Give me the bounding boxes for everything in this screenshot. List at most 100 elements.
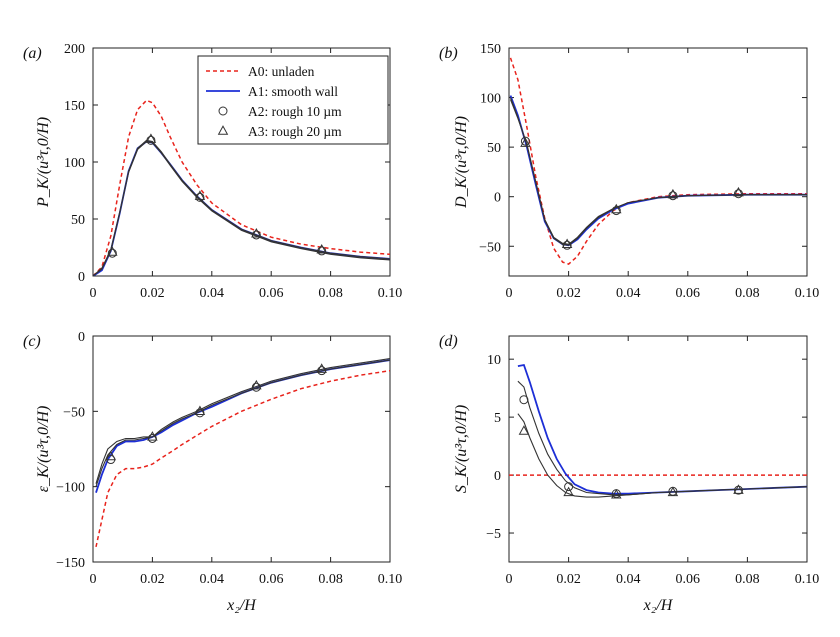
marker-triangle (520, 137, 531, 147)
y-tick-label: 50 (487, 141, 501, 156)
y-tick-label: 0 (78, 270, 85, 285)
marker-triangle (194, 405, 206, 416)
x-tick-label: 0.02 (140, 286, 165, 301)
panel-b: 0 0.02 0.04 0.06 0.08 0.10 −50 0 50 100 150 (b) D_K/… (439, 42, 819, 301)
y-tick-label: 150 (480, 42, 501, 57)
x-tick-label: 0 (506, 286, 513, 301)
y-tick-label: 50 (71, 213, 85, 228)
series-group (509, 363, 807, 498)
panel-label: (c) (23, 333, 41, 350)
legend-label-a1: A1: smooth wall (248, 84, 338, 99)
panel-label: (b) (439, 45, 458, 62)
y-tick-label: −100 (56, 481, 85, 496)
legend-label-a3: A3: rough 20 µm (248, 124, 342, 139)
series-a2-line (93, 140, 390, 276)
x-tick-label: 0 (90, 572, 97, 587)
series-group (95, 358, 390, 548)
marker-circle (519, 395, 529, 405)
y-tick-label: 5 (494, 411, 501, 426)
marker-triangle (145, 133, 157, 143)
y-axis-label: D_K/(u³τ,0/H) (453, 116, 470, 209)
x-tick-label: 0 (506, 572, 513, 587)
legend-label-a0: A0: unladen (248, 64, 315, 79)
marker-circle (520, 136, 530, 146)
x-tick-label: 0.10 (795, 572, 820, 587)
x-tick-label: 0.06 (676, 572, 701, 587)
y-tick-label: 0 (494, 469, 501, 484)
marker-triangle (105, 450, 117, 461)
series-a3-line (95, 358, 390, 484)
marker-triangle (733, 484, 744, 494)
marker-circle (733, 189, 743, 199)
y-tick-label: 150 (64, 99, 85, 114)
series-group (93, 99, 390, 276)
series-a3-line (93, 139, 390, 276)
x-tick-label: 0.04 (616, 572, 641, 587)
marker-triangle (251, 227, 262, 238)
x-tick-label: 0.02 (556, 572, 581, 587)
y-axis-label: ε_K/(u³τ,0/H) (35, 406, 52, 493)
marker-triangle (561, 238, 573, 248)
x-tick-label: 0.08 (318, 286, 343, 301)
marker-circle (668, 191, 678, 201)
legend-swatch-a3 (217, 125, 229, 135)
series-a0-line (509, 57, 807, 265)
y-tick-label: −50 (63, 405, 85, 420)
x-tick-label: 0.04 (616, 286, 641, 301)
series-a1-line (517, 363, 807, 495)
x-tick-label: 0.02 (140, 572, 165, 587)
x-tick-label: 0.08 (735, 286, 760, 301)
legend: A0: unladen A1: smooth wall A2: rough 10 µ… (197, 55, 389, 145)
marker-triangle (518, 425, 530, 435)
marker-circle (107, 248, 117, 258)
x-axis-label: x₂/H (226, 597, 257, 614)
x-tick-label: 0.04 (200, 286, 225, 301)
x-tick-label: 0.10 (378, 572, 403, 587)
y-tick-label: 200 (64, 42, 85, 57)
panel-label: (d) (439, 333, 458, 350)
marker-circle (564, 482, 574, 492)
x-axis-label: x₂/H (643, 597, 674, 614)
series-a0-line (93, 99, 390, 276)
marker-triangle (107, 246, 118, 256)
marker-triangle (563, 486, 574, 497)
panel-d: 0 0.02 0.04 0.06 0.08 0.10 −5 0 5 10 (d) S_K/(u³τ,0… (439, 333, 819, 614)
marker-circle (562, 240, 572, 250)
series-a1-line (509, 95, 807, 247)
x-tick-label: 0.06 (259, 572, 284, 587)
marker-triangle (251, 379, 262, 390)
y-tick-label: −5 (486, 527, 501, 542)
x-tick-label: 0.02 (556, 286, 581, 301)
y-tick-label: 0 (78, 330, 85, 345)
marker-triangle (733, 186, 744, 197)
marker-triangle (147, 431, 158, 441)
marker-circle (146, 135, 156, 145)
marker-circle (317, 246, 327, 256)
marker-circle (251, 230, 261, 240)
marker-triangle (316, 363, 327, 373)
panel-a: 0 0.02 0.04 0.06 0.08 0.10 0 50 100 150 200 (a) P_K/… (23, 42, 402, 301)
marker-triangle (194, 190, 206, 200)
series-a0-line (95, 369, 390, 548)
marker-triangle (611, 203, 622, 214)
marker-circle (195, 192, 205, 202)
x-tick-label: 0.06 (676, 286, 701, 301)
series-a2-line (95, 359, 390, 487)
marker-triangle (611, 488, 622, 499)
series-a1-line (95, 359, 390, 493)
x-tick-label: 0 (90, 286, 97, 301)
legend-swatch-a2 (218, 106, 228, 116)
axes-frame (508, 47, 808, 277)
x-tick-label: 0.10 (795, 286, 820, 301)
y-axis-label: P_K/(u³τ,0/H) (35, 117, 52, 208)
x-tick-label: 0.04 (200, 572, 225, 587)
series-a3-line (509, 99, 807, 245)
marker-triangle (316, 243, 327, 254)
series-a2-line (509, 97, 807, 246)
x-tick-label: 0.08 (318, 572, 343, 587)
y-tick-label: 100 (480, 92, 501, 107)
y-tick-label: −150 (56, 556, 85, 571)
series-group (509, 57, 807, 265)
y-axis-label: S_K/(u³τ,0/H) (453, 405, 470, 493)
